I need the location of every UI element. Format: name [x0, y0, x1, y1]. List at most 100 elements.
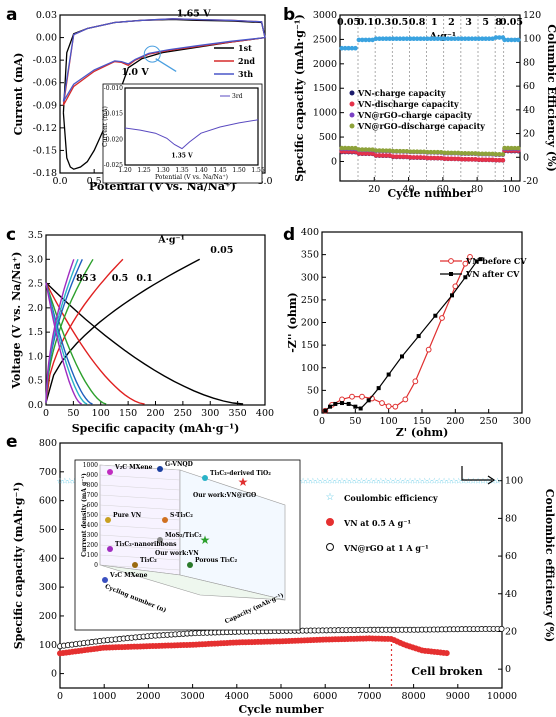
panel-d-ytick-label: 50 — [307, 385, 319, 396]
panel-d-ytick-label: 100 — [301, 363, 319, 374]
panel-c-charge-8 — [45, 259, 75, 403]
panel-a-series-3th — [62, 18, 266, 102]
panel-d-point — [392, 403, 399, 410]
panel-a-ytick-label: -0.18 — [33, 168, 57, 179]
panel-e-inset-point-label: Our work:VN@rGO — [193, 492, 256, 499]
panel-e-inset-ytick-label: 800 — [87, 482, 99, 489]
panel-d-point — [450, 293, 454, 298]
panel-c-xtick-label: 300 — [201, 408, 219, 419]
panel-d-ytick-label: 200 — [301, 318, 319, 329]
panel-e-point: ☆ — [319, 477, 326, 486]
panel-e-ytick-label: 300 — [39, 582, 57, 593]
panel-c-xtick-label: 350 — [229, 408, 247, 419]
panel-a-inset-xtick-label: 1.50 — [232, 167, 246, 174]
panel-b-rate-unit: A·g⁻¹ — [429, 31, 457, 42]
panel-e-ytick-label: 500 — [39, 524, 57, 535]
panel-c-xtick-label: 0 — [43, 408, 49, 419]
panel-e-point: ☆ — [465, 477, 472, 486]
panel-e-inset-marker — [107, 546, 113, 552]
panel-e-ytick-label: 200 — [39, 611, 57, 622]
panel-d-xtick-label: 150 — [413, 416, 431, 427]
panel-e-ytick-label: 100 — [39, 640, 57, 651]
panel-letter-c: c — [6, 225, 16, 245]
panel-d-point — [323, 408, 328, 413]
panel-b-rate-label: 8 — [495, 17, 502, 28]
panel-e-inset-ylabel: Current density (mA g⁻¹) — [81, 473, 88, 557]
panel-c-ytick-label: 0.0 — [28, 400, 43, 411]
panel-e-point: ☆ — [329, 477, 336, 486]
panel-b-rate-label: 0.1 — [357, 17, 374, 28]
panel-d-xtick-label: 100 — [380, 416, 398, 427]
panel-b-y2tick-label: 20 — [523, 129, 535, 140]
panel-a-inset-xtick-label: 1.40 — [194, 167, 208, 174]
panel-e-y2tick-label: 40 — [505, 589, 517, 600]
panel-b-legend-label: VN-discharge capacity — [357, 99, 459, 109]
panel-e-point: ☆ — [460, 477, 467, 486]
panel-b-rate-label: 0.05 — [500, 17, 523, 28]
panel-e-y2tick-label: 80 — [505, 513, 517, 524]
panel-e-inset-gridline — [99, 504, 181, 511]
panel-e-point: ☆ — [300, 477, 307, 486]
panel-b-ytick-label: 2000 — [313, 59, 337, 70]
panel-e-inset-gridline — [99, 564, 181, 571]
panel-b-rate-label: 3 — [465, 17, 472, 28]
panel-b-legend-label: VN@rGO-charge capacity — [357, 110, 472, 120]
panel-a-inset-xtick-label: 1.25 — [137, 167, 151, 174]
panel-b-legend-label: VN-charge capacity — [357, 88, 446, 98]
panel-a-zoom-circle — [143, 45, 161, 63]
panel-e-y2tick-label: 20 — [505, 626, 517, 637]
panel-e-xtick-label: 1000 — [92, 691, 116, 702]
panel-e-inset-point-label: Ti₃C₂-nanoribbons — [115, 541, 177, 548]
panel-e-point: ☆ — [314, 477, 321, 486]
panel-e-point: ☆ — [479, 477, 486, 486]
panel-e-inset-marker — [162, 517, 168, 523]
panel-b-frame — [339, 14, 521, 182]
panel-c-rate-label: 0.05 — [210, 245, 233, 256]
panel-e-inset-marker: ★ — [238, 475, 249, 489]
panel-e-inset-marker — [187, 562, 193, 568]
panel-e-inset-marker — [132, 562, 138, 568]
panel-d-point — [400, 354, 404, 359]
panel-b-y2tick-label: 60 — [523, 81, 535, 92]
panel-d-point — [349, 393, 355, 400]
panel-a-ytick-label: -0.09 — [33, 100, 57, 111]
panel-e-point: ☆ — [372, 477, 379, 486]
panel-a-xtick-label: 0.0 — [52, 176, 67, 187]
panel-e-inset-point-label: Ti₃C₂-derived TiO₂ — [210, 470, 271, 477]
panel-a-annotation-2: 1.0 V — [122, 67, 150, 78]
panel-a-inset-xtick-label: 1.20 — [118, 167, 132, 174]
panel-c-ytick-label: 1.0 — [28, 351, 43, 362]
panel-d-point — [433, 313, 438, 318]
panel-e-ytick-label: 0 — [51, 669, 57, 680]
panel-c-ytick-label: 3.5 — [28, 230, 43, 241]
panel-e-point: ☆ — [406, 477, 413, 486]
panel-d-legend-label: VN after CV — [465, 269, 520, 279]
panel-e-series-2 — [57, 625, 505, 650]
panel-b-legend-label: VN@rGO-discharge capacity — [357, 121, 485, 131]
panel-e-ytick-label: 800 — [39, 438, 57, 449]
panel-b-xtick-label: 80 — [471, 184, 483, 195]
panel-c-ytick-label: 2.0 — [28, 303, 43, 314]
panel-b-y2tick-label: 40 — [523, 105, 535, 116]
panel-d-point — [333, 401, 338, 406]
panel-a-inset-ylabel: Current (mA) — [102, 106, 109, 147]
panel-e-point — [498, 625, 505, 632]
panel-d-point — [366, 398, 371, 403]
panel-e-point: ☆ — [353, 477, 360, 486]
panel-d-point — [328, 404, 332, 409]
panel-e-inset-marker — [157, 466, 163, 472]
panel-e-point: ☆ — [334, 477, 341, 486]
panel-e-point: ☆ — [392, 477, 399, 486]
panel-c-xlabel: Specific capacity (mAh·g⁻¹) — [72, 422, 240, 435]
panel-a-xtick-label: 0.5 — [87, 176, 102, 187]
panel-a-inset-legend-label: 3rd — [232, 93, 243, 100]
panel-e-inset-ytick-label: 600 — [87, 502, 99, 509]
panel-d-points-0 — [322, 253, 473, 414]
panel-c-xtick-label: 150 — [119, 408, 137, 419]
panel-d-point — [353, 404, 358, 409]
panel-a-inset-ytick-label: -0.025 — [104, 162, 123, 169]
panel-e-point: ☆ — [445, 477, 452, 486]
panel-c-charge-0.05 — [45, 258, 201, 403]
panel-e-inset-ytick-label: 0 — [94, 562, 98, 569]
panel-b-xlabel: Cycle number — [388, 187, 473, 200]
